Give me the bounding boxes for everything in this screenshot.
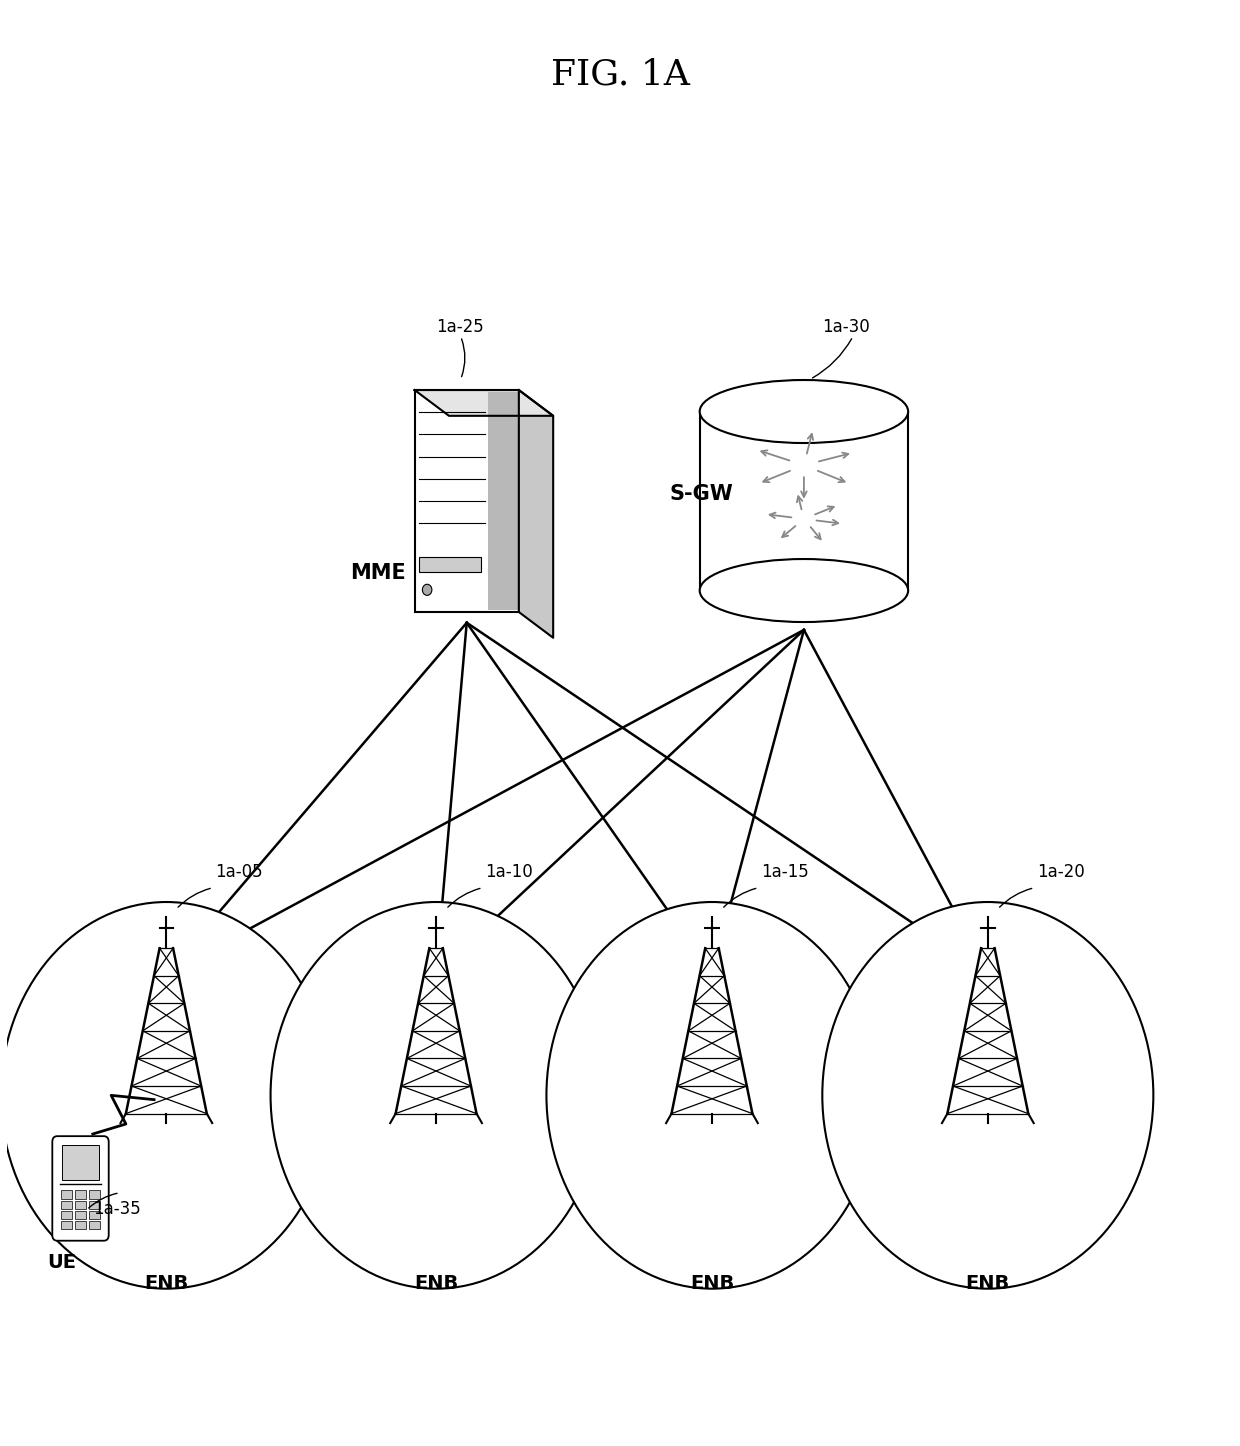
Text: 1a-15: 1a-15 bbox=[761, 862, 808, 881]
Text: 1a-10: 1a-10 bbox=[485, 862, 533, 881]
FancyBboxPatch shape bbox=[62, 1190, 72, 1199]
Text: UE: UE bbox=[47, 1252, 77, 1272]
Text: 1a-25: 1a-25 bbox=[436, 318, 484, 337]
Text: 1a-20: 1a-20 bbox=[1037, 862, 1085, 881]
Text: ENB: ENB bbox=[966, 1274, 1009, 1293]
Text: 1a-30: 1a-30 bbox=[822, 318, 870, 337]
Circle shape bbox=[822, 902, 1153, 1288]
FancyBboxPatch shape bbox=[487, 392, 518, 610]
Ellipse shape bbox=[699, 380, 908, 442]
FancyBboxPatch shape bbox=[89, 1220, 99, 1229]
Text: MME: MME bbox=[350, 562, 405, 583]
Text: 1a-35: 1a-35 bbox=[93, 1200, 140, 1218]
FancyBboxPatch shape bbox=[414, 390, 518, 612]
FancyBboxPatch shape bbox=[62, 1200, 72, 1209]
Text: ENB: ENB bbox=[144, 1274, 188, 1293]
FancyBboxPatch shape bbox=[419, 557, 481, 573]
Text: ENB: ENB bbox=[414, 1274, 459, 1293]
Ellipse shape bbox=[699, 560, 908, 622]
FancyBboxPatch shape bbox=[52, 1137, 109, 1241]
Text: 1a-05: 1a-05 bbox=[216, 862, 263, 881]
FancyBboxPatch shape bbox=[89, 1210, 99, 1219]
FancyBboxPatch shape bbox=[62, 1145, 99, 1180]
FancyBboxPatch shape bbox=[62, 1210, 72, 1219]
FancyBboxPatch shape bbox=[699, 412, 908, 590]
FancyBboxPatch shape bbox=[89, 1200, 99, 1209]
FancyBboxPatch shape bbox=[62, 1220, 72, 1229]
Circle shape bbox=[1, 902, 332, 1288]
Text: S-GW: S-GW bbox=[670, 484, 733, 503]
FancyBboxPatch shape bbox=[76, 1200, 86, 1209]
Polygon shape bbox=[518, 390, 553, 638]
Text: ENB: ENB bbox=[689, 1274, 734, 1293]
FancyBboxPatch shape bbox=[76, 1220, 86, 1229]
Circle shape bbox=[270, 902, 601, 1288]
FancyBboxPatch shape bbox=[76, 1210, 86, 1219]
Circle shape bbox=[423, 584, 432, 596]
Circle shape bbox=[547, 902, 878, 1288]
Text: FIG. 1A: FIG. 1A bbox=[551, 56, 689, 91]
FancyBboxPatch shape bbox=[89, 1190, 99, 1199]
FancyBboxPatch shape bbox=[76, 1190, 86, 1199]
Polygon shape bbox=[414, 390, 553, 416]
